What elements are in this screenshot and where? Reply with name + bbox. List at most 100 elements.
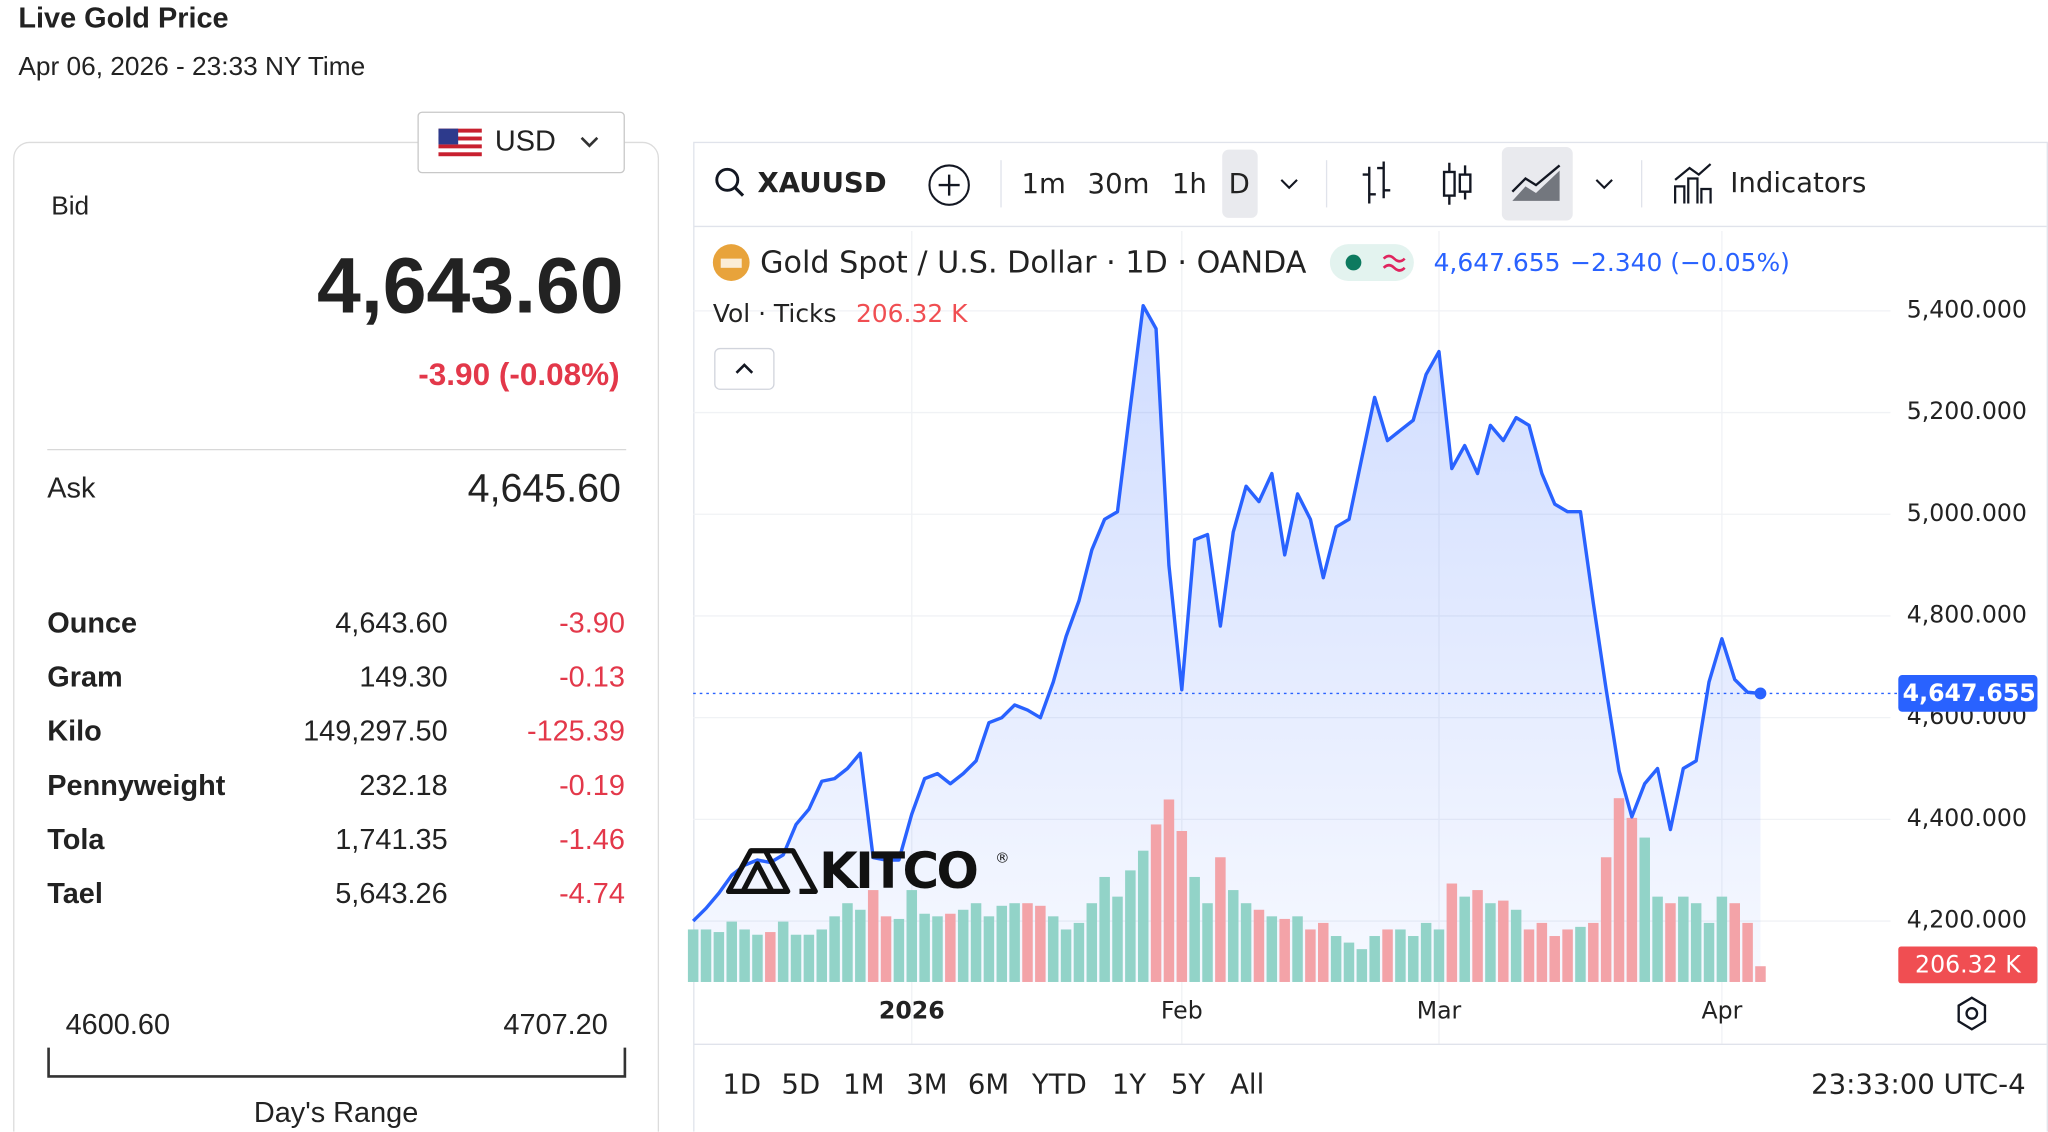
price-line — [691, 304, 1761, 923]
volume-bar — [1318, 922, 1329, 982]
volume-bar — [816, 929, 828, 982]
range-button[interactable]: 5Y — [1171, 1069, 1206, 1101]
volume-bar — [1292, 916, 1303, 982]
volume-bar — [1047, 916, 1059, 982]
unit-price: 1,741.35 — [335, 824, 447, 856]
unit-price: 149,297.50 — [303, 716, 448, 748]
range-button[interactable]: 5D — [781, 1069, 820, 1101]
volume-bar — [970, 903, 982, 982]
volume-bar — [700, 929, 712, 982]
range-button[interactable]: All — [1230, 1069, 1264, 1101]
collapse-button[interactable] — [714, 347, 775, 390]
range-button[interactable]: 1M — [843, 1069, 884, 1101]
volume-bar — [1266, 916, 1278, 982]
volume-bar — [687, 929, 699, 982]
volume-bar — [880, 916, 892, 982]
volume-bar — [1600, 857, 1612, 982]
volume-bar — [1523, 929, 1535, 982]
interval-button[interactable]: 30m — [1088, 168, 1150, 200]
volume-bar — [1446, 883, 1458, 982]
volume-bar — [803, 934, 815, 982]
interval-button[interactable]: 1m — [1021, 168, 1065, 200]
compare-button[interactable] — [928, 164, 970, 206]
y-tick-label: 4,400.000 — [1907, 804, 2027, 832]
symbol-search[interactable]: XAUUSD — [715, 167, 887, 199]
volume-bar — [1562, 929, 1573, 982]
volume-bar — [1137, 850, 1149, 982]
volume-bar — [726, 921, 737, 982]
area-icon — [1511, 164, 1561, 201]
volume-label-box — [1898, 946, 2038, 984]
x-tick-label: Apr — [1701, 997, 1742, 1025]
price-change: −2.340 (−0.05%) — [1570, 248, 1790, 277]
bars-icon[interactable] — [1362, 161, 1391, 204]
volume-bar — [713, 932, 725, 982]
volume-bar — [1613, 798, 1625, 982]
status-badge — [1329, 244, 1414, 281]
delay-icon — [1382, 254, 1406, 272]
volume-bar — [1279, 918, 1290, 982]
volume-bar — [1716, 896, 1728, 982]
plot: 2026 Feb Mar Apr4,200.0004,400.0004,600.000… — [687, 231, 2038, 1044]
currency-select[interactable]: USD — [417, 111, 625, 174]
indicators-button[interactable]: Indicators — [1674, 163, 1866, 204]
unit-price: 149.30 — [359, 662, 447, 694]
market-status — [1345, 254, 1362, 271]
range-button[interactable]: 3M — [906, 1069, 947, 1101]
indicators-label[interactable]: Indicators — [1730, 167, 1866, 199]
unit-change: -3.90 — [559, 608, 625, 640]
candles-icon[interactable] — [1442, 162, 1472, 205]
volume-bar — [1073, 922, 1085, 982]
volume-bar — [1755, 966, 1766, 982]
ask-label: Ask — [47, 472, 96, 504]
unit-change: -0.13 — [559, 662, 625, 694]
volume-bar — [777, 921, 789, 982]
last-point — [1754, 687, 1767, 700]
volume-bar — [1665, 903, 1676, 982]
interval-button[interactable]: D — [1229, 168, 1250, 200]
volume-bar — [1382, 929, 1393, 982]
y-tick-label: 4,800.000 — [1907, 600, 2027, 628]
y-tick-label: 5,200.000 — [1907, 397, 2027, 425]
volume-bar — [1022, 903, 1033, 982]
volume-bar — [1202, 903, 1213, 982]
range-low: 4600.60 — [66, 1009, 170, 1041]
currency-label[interactable]: USD — [495, 126, 556, 158]
volume-bar — [1099, 876, 1110, 982]
range-button[interactable]: YTD — [1031, 1069, 1087, 1101]
range-button[interactable]: 6M — [968, 1069, 1009, 1101]
y-tick-label: 4,200.000 — [1907, 906, 2027, 934]
y-tick-label: 5,000.000 — [1907, 499, 2027, 527]
range-label: Day's Range — [254, 1097, 418, 1129]
unit-change: -1.46 — [559, 824, 625, 856]
interval-button[interactable]: 1h — [1172, 168, 1207, 200]
range-button[interactable]: 1Y — [1112, 1069, 1147, 1101]
bid-change: -3.90 (-0.08%) — [418, 356, 619, 392]
symbol[interactable]: XAUUSD — [757, 167, 886, 199]
chevron[interactable] — [1280, 179, 1298, 190]
y-tick-label: 5,400.000 — [1907, 295, 2027, 323]
unit-price: 5,643.26 — [335, 878, 447, 910]
volume-bar — [957, 909, 969, 982]
volume-bar — [1112, 896, 1123, 982]
volume-bar — [1356, 949, 1368, 982]
volume-bar — [855, 909, 866, 982]
volume-bar — [1086, 903, 1098, 982]
price-area — [693, 305, 1761, 982]
volume-bar — [1189, 876, 1200, 982]
unit-name: Kilo — [47, 716, 102, 748]
chevron[interactable] — [1595, 179, 1613, 190]
volume-bar — [867, 890, 879, 982]
interval-active — [1222, 149, 1258, 218]
chevron — [580, 136, 599, 148]
range-button[interactable]: 1D — [722, 1069, 761, 1101]
volume-bar — [893, 918, 905, 982]
unit-change: -125.39 — [527, 716, 625, 748]
volume-bar — [1035, 905, 1046, 982]
unit-change: -0.19 — [559, 770, 625, 802]
volume-bar — [1253, 909, 1265, 982]
settings-icon[interactable] — [1957, 996, 1987, 1031]
